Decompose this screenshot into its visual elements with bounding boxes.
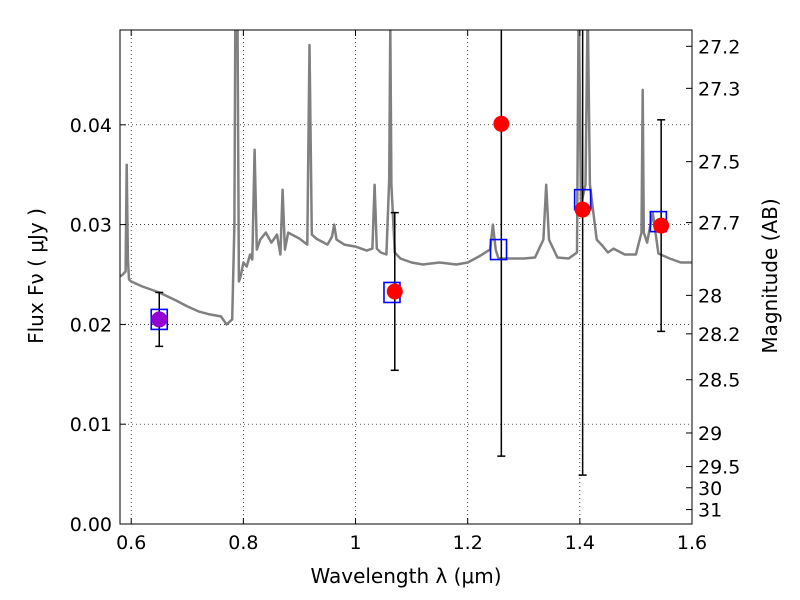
y-axis-right-label: Magnitude (AB)	[758, 198, 782, 353]
y-tick-label: 0.02	[70, 314, 112, 336]
model-square-marker	[489, 238, 508, 261]
y-axis-label: Flux Fν ( μJy )	[24, 208, 48, 344]
template-spectrum	[120, 30, 692, 326]
mag-tick-label: 29.5	[698, 457, 740, 479]
observed-point-marker	[386, 283, 403, 300]
observed-point-marker	[574, 201, 591, 218]
x-tick-label: 1	[349, 532, 361, 554]
mag-tick-label: 27.3	[698, 78, 740, 100]
mag-tick-label: 27.2	[698, 36, 740, 58]
y-tick-label: 0.04	[70, 115, 112, 137]
observed-photometry-points	[151, 115, 670, 328]
mag-tick-label: 27.5	[698, 152, 740, 174]
x-tick-label: 1.6	[677, 532, 707, 554]
mag-tick-label: 30	[698, 478, 722, 500]
observed-point-marker	[653, 217, 670, 234]
x-tick-label: 0.6	[116, 532, 146, 554]
observed-point-marker	[151, 311, 168, 328]
spectrum-line	[120, 30, 692, 326]
y-tick-label: 0.00	[70, 514, 112, 536]
observed-point-marker	[493, 115, 510, 132]
y-tick-label: 0.03	[70, 215, 112, 237]
x-tick-label: 1.2	[453, 532, 483, 554]
x-tick-label: 0.8	[228, 532, 258, 554]
mag-tick-label: 31	[698, 500, 722, 522]
axis-ticks	[120, 30, 693, 525]
mag-tick-label: 28.5	[698, 370, 740, 392]
mag-tick-label: 28.2	[698, 324, 740, 346]
mag-tick-label: 28	[698, 285, 722, 307]
x-axis-label: Wavelength λ (μm)	[310, 564, 501, 588]
x-tick-label: 1.4	[565, 532, 595, 554]
mag-tick-label: 27.7	[698, 213, 740, 235]
plot-frame	[119, 29, 693, 525]
y-tick-label: 0.01	[70, 414, 112, 436]
mag-tick-label: 29	[698, 423, 722, 445]
grid	[120, 30, 693, 525]
tick-labels: 0.6 0.8 1 1.2 1.4 1.6 0.00 0.01 0.02 0.03 0.04 27.2…	[70, 36, 741, 554]
